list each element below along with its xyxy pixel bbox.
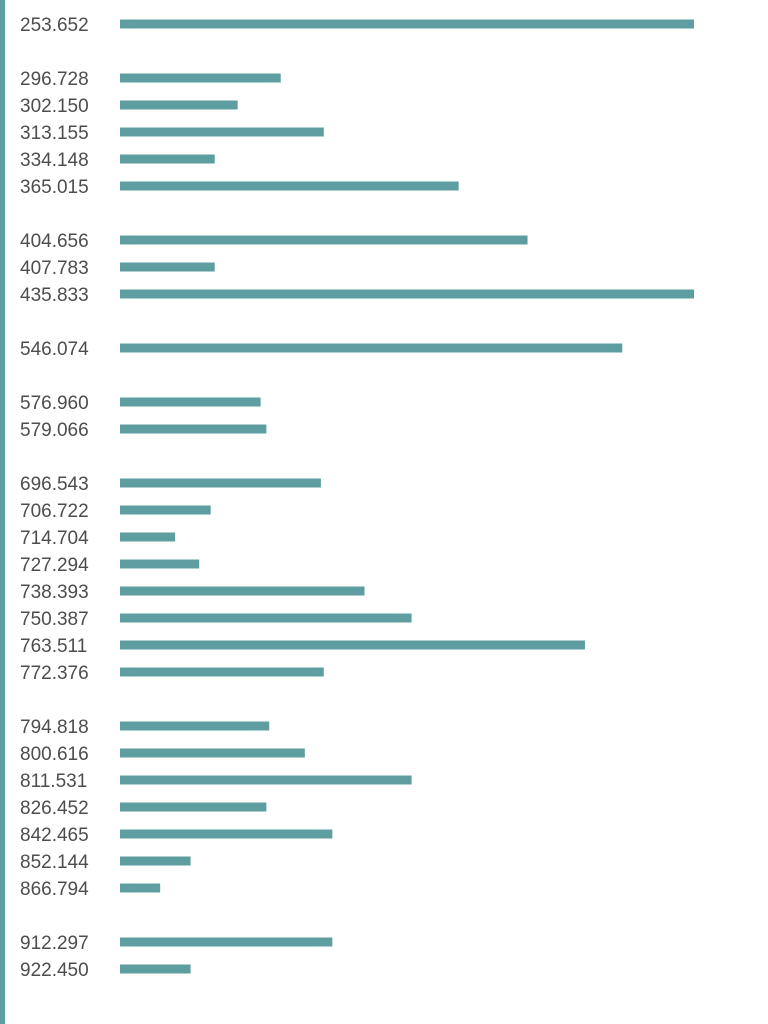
bar	[120, 73, 281, 83]
tick-label: 738.393	[20, 582, 89, 603]
tick-label: 546.074	[20, 339, 89, 360]
bar	[120, 640, 585, 650]
bar	[120, 613, 412, 623]
bar	[120, 775, 412, 785]
tick-label: 253.652	[20, 15, 89, 36]
bar	[120, 343, 623, 353]
tick-label: 866.794	[20, 879, 89, 900]
tick-label: 313.155	[20, 123, 89, 144]
tick-label: 750.387	[20, 609, 89, 630]
tick-label: 852.144	[20, 852, 89, 873]
bar	[120, 397, 261, 407]
bar	[120, 424, 267, 434]
bar	[120, 964, 191, 974]
tick-label: 334.148	[20, 150, 89, 171]
tick-label: 922.450	[20, 960, 89, 981]
tick-label: 912.297	[20, 933, 89, 954]
bar	[120, 748, 305, 758]
tick-label: 727.294	[20, 555, 89, 576]
tick-label: 800.616	[20, 744, 89, 765]
tick-label: 576.960	[20, 393, 89, 414]
bar	[120, 721, 270, 731]
bar	[120, 289, 694, 299]
bar	[120, 856, 191, 866]
tick-label: 714.704	[20, 528, 89, 549]
bar	[120, 127, 324, 137]
bar	[120, 154, 215, 164]
tick-label: 365.015	[20, 177, 89, 198]
bar	[120, 559, 200, 569]
bar	[120, 181, 459, 191]
tick-label: 811.531	[20, 771, 87, 792]
tick-label: 826.452	[20, 798, 89, 819]
tick-label: 407.783	[20, 258, 89, 279]
bar	[120, 235, 528, 245]
bar	[120, 883, 161, 893]
bar	[120, 586, 365, 596]
tick-label: 842.465	[20, 825, 89, 846]
tick-label: 404.656	[20, 231, 89, 252]
bar	[120, 532, 176, 542]
tick-label: 794.818	[20, 717, 89, 738]
bar	[120, 505, 211, 515]
bar	[120, 829, 333, 839]
tick-label: 296.728	[20, 69, 89, 90]
bar	[120, 478, 321, 488]
tick-label: 579.066	[20, 420, 89, 441]
bar	[120, 19, 694, 29]
bar	[120, 802, 267, 812]
bar	[120, 937, 333, 947]
bar	[120, 100, 238, 110]
tick-label: 435.833	[20, 285, 89, 306]
left-axis-rule	[0, 0, 5, 1024]
bar	[120, 667, 324, 677]
tick-label: 302.150	[20, 96, 89, 117]
tick-label: 772.376	[20, 663, 89, 684]
tick-label: 763.511	[20, 636, 87, 657]
bar	[120, 262, 215, 272]
tick-label: 696.543	[20, 474, 89, 495]
tick-label: 706.722	[20, 501, 89, 522]
